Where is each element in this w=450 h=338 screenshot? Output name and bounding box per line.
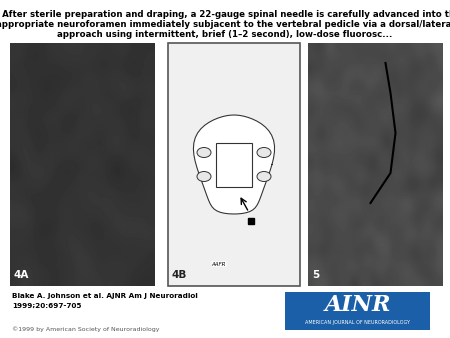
Bar xyxy=(285,292,430,330)
Text: Blake A. Johnson et al. AJNR Am J Neuroradiol: Blake A. Johnson et al. AJNR Am J Neuror… xyxy=(12,293,198,299)
Text: 4B: 4B xyxy=(172,270,187,280)
Text: approach using intermittent, brief (1–2 second), low-dose fluorosc...: approach using intermittent, brief (1–2 … xyxy=(57,30,393,39)
Text: A, After sterile preparation and draping, a 22-gauge spinal needle is carefully : A, After sterile preparation and draping… xyxy=(0,10,450,19)
Ellipse shape xyxy=(257,147,271,158)
Bar xyxy=(216,143,252,187)
Text: 1999;20:697-705: 1999;20:697-705 xyxy=(12,303,81,309)
Text: AINR: AINR xyxy=(324,294,391,316)
Text: AMERICAN JOURNAL OF NEURORADIOLOGY: AMERICAN JOURNAL OF NEURORADIOLOGY xyxy=(305,320,410,325)
Ellipse shape xyxy=(257,171,271,182)
Text: 5: 5 xyxy=(312,270,319,280)
Ellipse shape xyxy=(197,171,211,182)
Text: AAFR: AAFR xyxy=(212,262,226,266)
Polygon shape xyxy=(194,115,274,214)
Text: ©1999 by American Society of Neuroradiology: ©1999 by American Society of Neuroradiol… xyxy=(12,327,159,332)
Bar xyxy=(168,43,300,286)
Ellipse shape xyxy=(197,147,211,158)
Text: 4A: 4A xyxy=(14,270,29,280)
Text: appropriate neuroforamen immediately subjacent to the vertebral pedicle via a do: appropriate neuroforamen immediately sub… xyxy=(0,20,450,29)
